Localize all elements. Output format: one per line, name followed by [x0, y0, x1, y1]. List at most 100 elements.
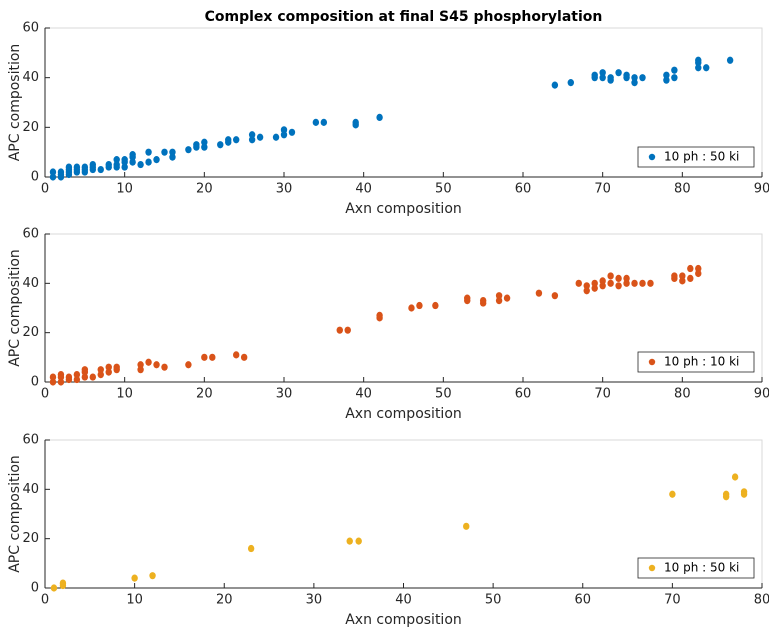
point: [288, 128, 296, 136]
point: [416, 301, 423, 310]
y-tick-label: 0: [31, 170, 39, 185]
point: [731, 473, 739, 481]
x-tick-label: 80: [674, 182, 691, 197]
point: [346, 537, 353, 545]
point: [97, 366, 104, 374]
point: [726, 56, 734, 64]
x-tick-label: 50: [435, 182, 452, 197]
point: [105, 363, 112, 371]
point: [49, 168, 57, 176]
point: [551, 292, 559, 300]
point: [247, 544, 255, 553]
point: [233, 136, 240, 144]
point: [679, 277, 686, 285]
point: [121, 163, 128, 171]
legend-box: [637, 557, 755, 579]
point: [639, 74, 646, 82]
point: [97, 371, 104, 379]
point: [479, 297, 487, 305]
x-axis-label: Axn composition: [345, 406, 462, 422]
point: [149, 572, 156, 580]
point: [495, 292, 503, 300]
x-tick-label: 70: [594, 182, 611, 197]
point: [280, 131, 288, 139]
point: [376, 113, 383, 121]
point: [145, 358, 152, 366]
point: [105, 160, 112, 169]
point: [113, 160, 120, 169]
point: [495, 297, 503, 305]
x-tick-label: 50: [435, 387, 452, 402]
point: [65, 373, 73, 381]
point: [137, 361, 144, 369]
x-tick-label: 20: [196, 182, 213, 197]
point: [57, 168, 65, 176]
point: [201, 138, 208, 146]
point: [248, 131, 256, 139]
point: [607, 272, 614, 280]
point: [671, 66, 678, 74]
y-tick-label: 40: [22, 276, 39, 291]
point: [408, 304, 415, 312]
y-axis-label: APC composition: [7, 44, 23, 162]
y-tick-label: 0: [31, 375, 39, 390]
point: [137, 160, 144, 169]
point: [129, 151, 136, 159]
x-tick-label: 10: [116, 182, 133, 197]
point: [65, 163, 73, 171]
point: [89, 160, 97, 169]
point: [201, 353, 208, 361]
point: [193, 141, 200, 149]
y-axis-label: APC composition: [7, 455, 23, 573]
y-tick-label: 20: [22, 325, 39, 340]
point: [535, 289, 543, 297]
point: [599, 282, 606, 290]
y-tick-label: 0: [31, 581, 39, 596]
point: [663, 71, 670, 79]
point: [631, 79, 638, 87]
point: [551, 81, 559, 89]
x-axis-label: Axn composition: [345, 612, 462, 628]
point: [169, 153, 176, 161]
point: [201, 143, 208, 151]
y-tick-label: 60: [22, 433, 39, 448]
point: [591, 279, 598, 287]
point: [272, 133, 280, 141]
x-tick-label: 60: [515, 182, 532, 197]
point: [209, 353, 216, 361]
point: [113, 156, 120, 164]
point: [121, 156, 128, 164]
x-tick-label: 0: [41, 182, 49, 197]
y-tick-label: 40: [22, 482, 39, 497]
point: [81, 163, 89, 171]
point: [631, 74, 638, 82]
point: [607, 74, 614, 82]
point: [73, 371, 81, 379]
point: [615, 69, 622, 77]
x-tick-label: 60: [574, 593, 591, 608]
point: [703, 64, 710, 72]
point: [137, 366, 144, 374]
point: [312, 118, 320, 126]
point: [57, 378, 65, 386]
point: [591, 71, 598, 79]
plot-area: [44, 439, 763, 589]
point: [663, 76, 670, 84]
point: [623, 274, 630, 282]
x-tick-label: 40: [395, 593, 412, 608]
point: [280, 126, 288, 134]
point: [722, 490, 730, 498]
x-tick-label: 10: [126, 593, 143, 608]
point: [233, 351, 240, 359]
point: [687, 264, 694, 273]
point: [129, 158, 136, 166]
legend-box: [637, 351, 755, 373]
x-axis-label: Axn composition: [345, 201, 462, 217]
point: [49, 373, 57, 381]
point: [583, 287, 590, 295]
x-tick-label: 90: [754, 182, 769, 197]
point: [679, 272, 686, 280]
point: [583, 282, 590, 290]
point: [169, 148, 176, 156]
